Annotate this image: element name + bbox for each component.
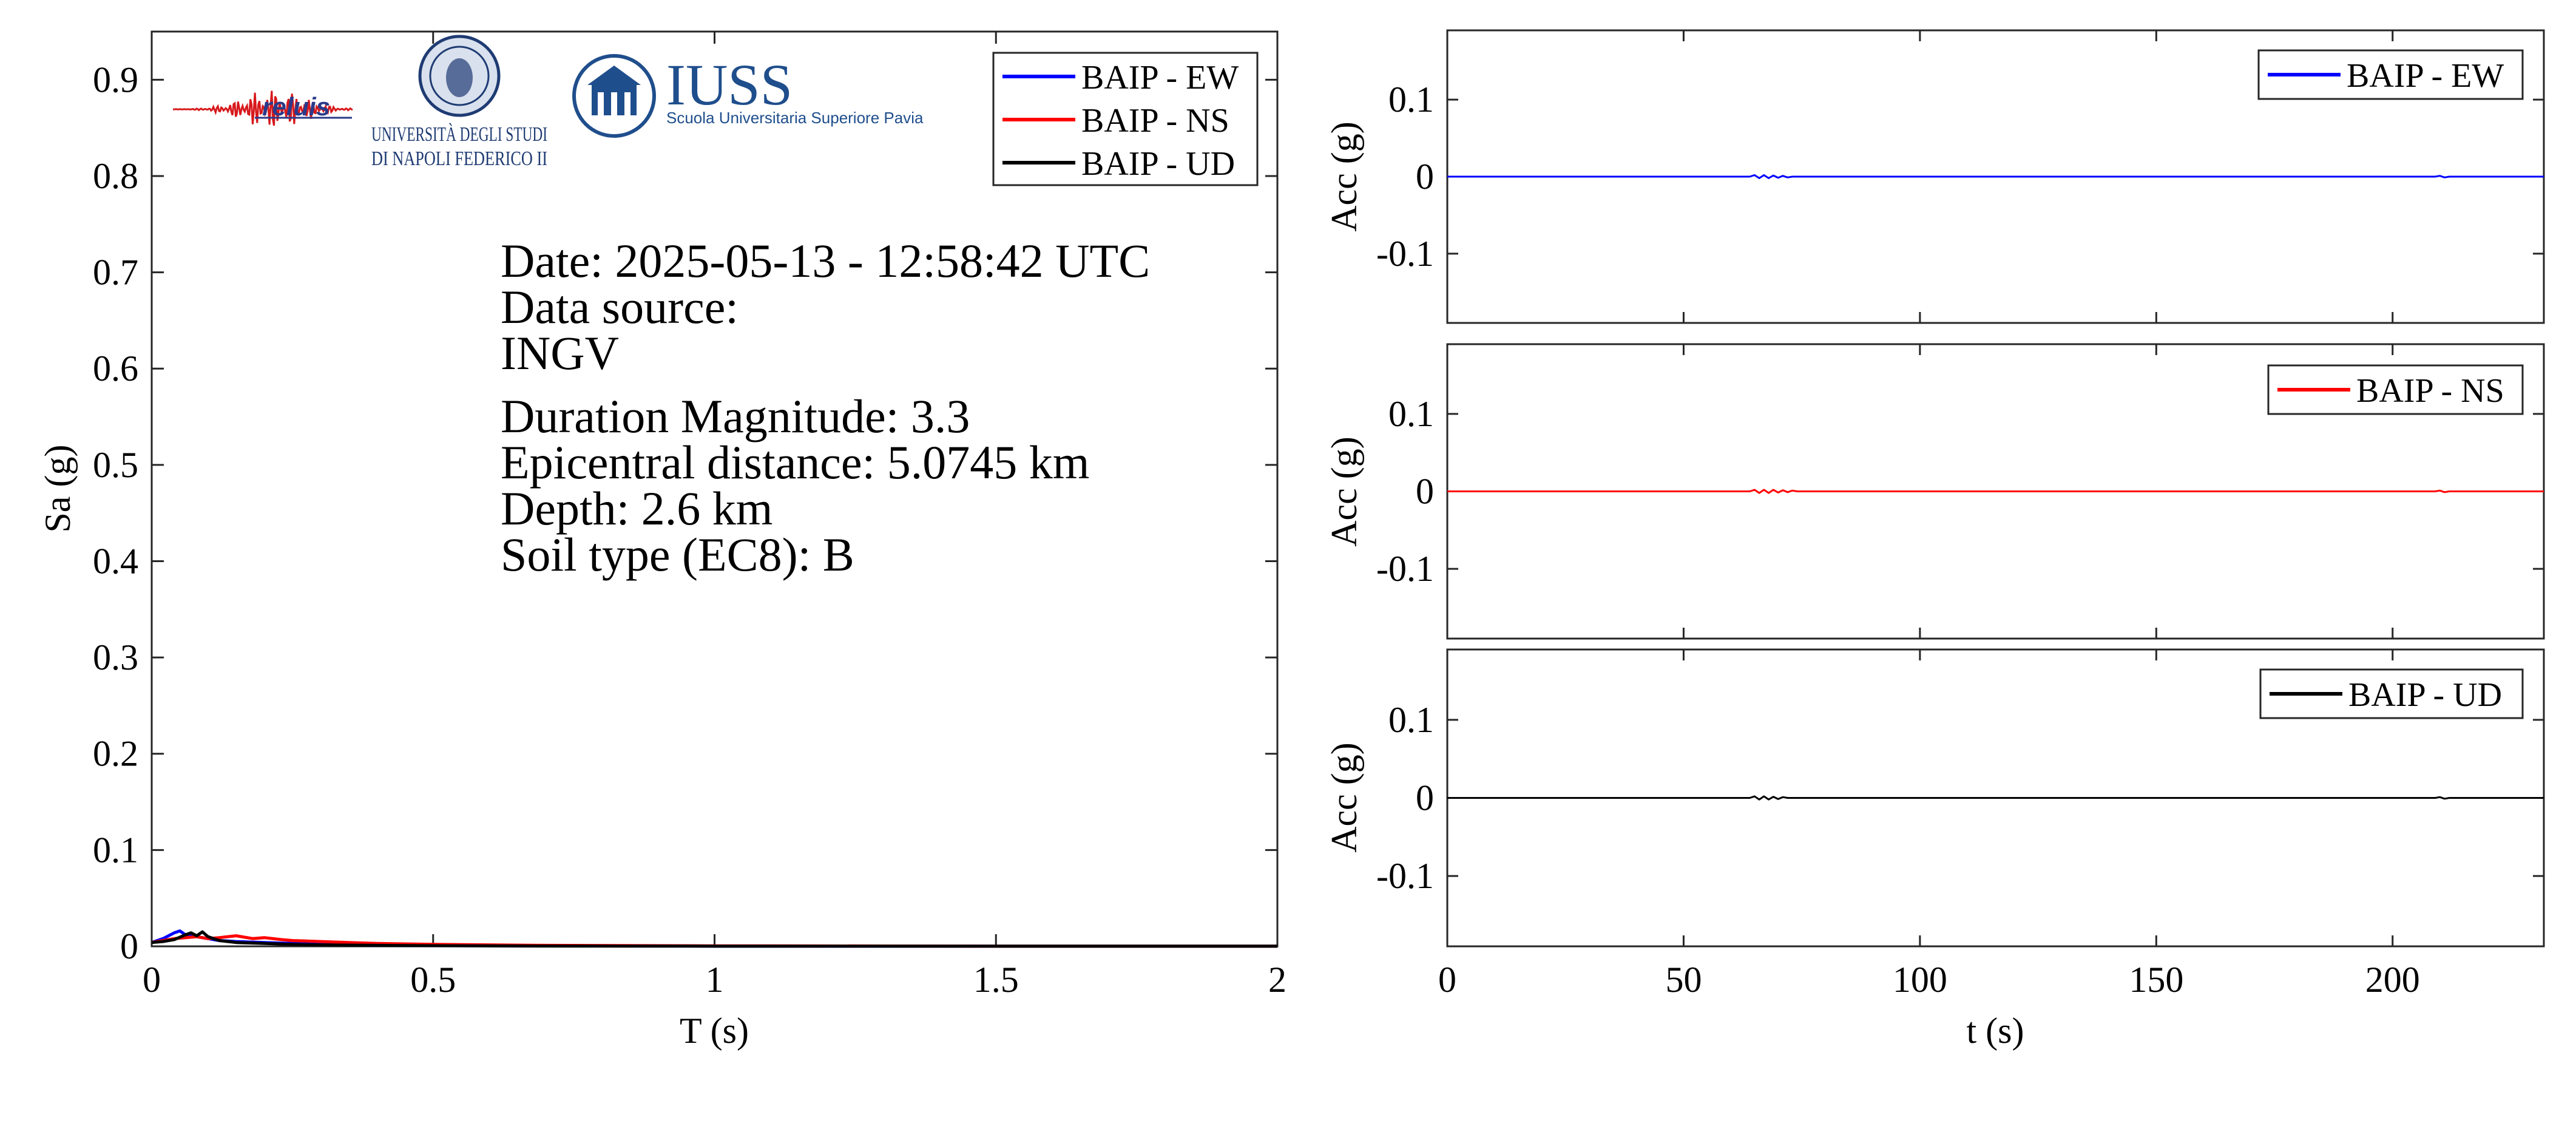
x-tick-label: 0 — [1438, 960, 1456, 1000]
acc-ns-legend: BAIP - NS — [2267, 364, 2524, 415]
x-tick-label: 1.5 — [973, 960, 1019, 1000]
y-tick-label: -0.1 — [1376, 234, 1434, 274]
spectrum-y-axis-label: Sa (g) — [38, 445, 78, 533]
y-tick-label: 0.3 — [93, 637, 138, 677]
acc-ew-legend: BAIP - EW — [2257, 49, 2524, 100]
spectrum-ticks: 0 0.5 1 1.5 2 0 0.1 0.2 0.3 0.4 0.5 0.6 0.7 0.8 0.9 — [93, 32, 1286, 1000]
depth: Depth: 2.6 km — [501, 482, 772, 535]
acc-ns-legend-label: BAIP - NS — [2356, 372, 2504, 410]
y-tick-label: 0 — [120, 926, 138, 966]
series-line-baip-ud — [1447, 795, 2544, 801]
x-tick-label: 150 — [2129, 960, 2183, 1000]
data-source-label: Data source: — [501, 280, 739, 333]
acc-panel-ew: 0.1 0 -0.1 Acc (g) BAIP - EW — [1324, 29, 2545, 324]
series-line-baip-ud — [151, 930, 1277, 948]
acc-ud-y-axis-label: Acc (g) — [1324, 742, 1364, 853]
spectrum-lines — [151, 929, 1278, 948]
unina-line2: DI NAPOLI FEDERICO II — [371, 148, 547, 170]
acc-ns-y-axis-label: Acc (g) — [1324, 436, 1364, 547]
acc-ew-legend-label: BAIP - EW — [2347, 57, 2504, 95]
y-tick-label: 0.2 — [93, 734, 138, 774]
x-tick-label: 1 — [706, 960, 724, 1000]
iuss-subtitle: Scuola Universitaria Superiore Pavia — [666, 109, 924, 127]
acc-ew-lines — [1447, 174, 2544, 179]
acc-ud-legend-label: BAIP - UD — [2348, 676, 2502, 714]
acc-ud-legend: BAIP - UD — [2259, 668, 2524, 719]
y-tick-label: 0 — [1416, 157, 1434, 197]
y-tick-label: 0.6 — [93, 348, 138, 388]
x-tick-label: 0 — [143, 960, 161, 1000]
acc-panel-ud: 0 50 100 150 200 0.1 0 -0.1 Acc (g) t (s) BAIP … — [1324, 648, 2545, 1051]
data-source: INGV — [501, 327, 619, 379]
acc-x-axis-label: t (s) — [1967, 1011, 2024, 1051]
seismogram-trace — [172, 90, 353, 126]
reluis-logo: reluis — [172, 90, 353, 126]
legend-label-ns: BAIP - NS — [1081, 102, 1229, 140]
y-tick-label: 0.9 — [93, 59, 138, 100]
unina-line1: UNIVERSITÀ DEGLI STUDI — [371, 123, 547, 146]
acc-ns-lines — [1447, 489, 2544, 494]
y-tick-label: 0.1 — [93, 830, 138, 870]
x-tick-label: 200 — [2365, 960, 2420, 1000]
legend-label-ew: BAIP - EW — [1081, 59, 1239, 97]
acc-ew-ticks: 0.1 0 -0.1 — [1376, 30, 2544, 323]
seismogram-logo-icon — [172, 90, 353, 126]
x-tick-label: 50 — [1665, 960, 1702, 1000]
iuss-name: IUSS — [666, 52, 793, 117]
x-tick-label: 0.5 — [410, 960, 456, 1000]
reluis-logo-text: reluis — [262, 92, 330, 121]
soil-type: Soil type (EC8): B — [501, 528, 854, 581]
y-tick-label: -0.1 — [1376, 856, 1434, 896]
y-tick-label: 0 — [1416, 778, 1434, 818]
acc-panel-ns: 0.1 0 -0.1 Acc (g) BAIP - NS — [1324, 343, 2545, 640]
x-tick-label: 2 — [1268, 960, 1286, 1000]
y-tick-label: 0.8 — [93, 156, 138, 196]
y-tick-label: 0.4 — [93, 541, 138, 581]
event-info: Date: 2025-05-13 - 12:58:42 UTC Data sou… — [501, 234, 1150, 581]
epicentral-distance: Epicentral distance: 5.0745 km — [501, 436, 1089, 489]
spectrum-x-axis-label: T (s) — [680, 1011, 749, 1051]
y-tick-label: 0.7 — [93, 253, 138, 293]
event-date: Date: 2025-05-13 - 12:58:42 UTC — [501, 234, 1150, 287]
y-tick-label: 0.1 — [1388, 80, 1434, 120]
x-tick-label: 100 — [1893, 960, 1947, 1000]
unina-logo: UNIVERSITÀ DEGLI STUDI DI NAPOLI FEDERIC… — [371, 35, 547, 170]
acc-ud-lines — [1447, 795, 2544, 801]
y-tick-label: -0.1 — [1376, 549, 1434, 589]
spectrum-panel: 0 0.5 1 1.5 2 0 0.1 0.2 0.3 0.4 0.5 0.6 0.7 0.8 0.9 T … — [38, 30, 1286, 1051]
y-tick-label: 0 — [1416, 472, 1434, 512]
spectrum-legend: BAIP - EW BAIP - NS BAIP - UD — [992, 52, 1259, 186]
acc-ud-ticks: 0 50 100 150 200 0.1 0 -0.1 — [1376, 649, 2544, 1000]
duration-magnitude: Duration Magnitude: 3.3 — [501, 390, 970, 443]
legend-label-ud: BAIP - UD — [1081, 145, 1235, 183]
acc-ew-y-axis-label: Acc (g) — [1324, 121, 1364, 232]
y-tick-label: 0.5 — [93, 445, 138, 485]
y-tick-label: 0.1 — [1388, 700, 1434, 740]
y-tick-label: 0.1 — [1388, 394, 1434, 434]
iuss-logo: IUSS Scuola Universitaria Superiore Pavi… — [572, 52, 924, 138]
series-line-baip-ew — [1447, 174, 2544, 179]
series-line-baip-ns — [1447, 489, 2544, 494]
